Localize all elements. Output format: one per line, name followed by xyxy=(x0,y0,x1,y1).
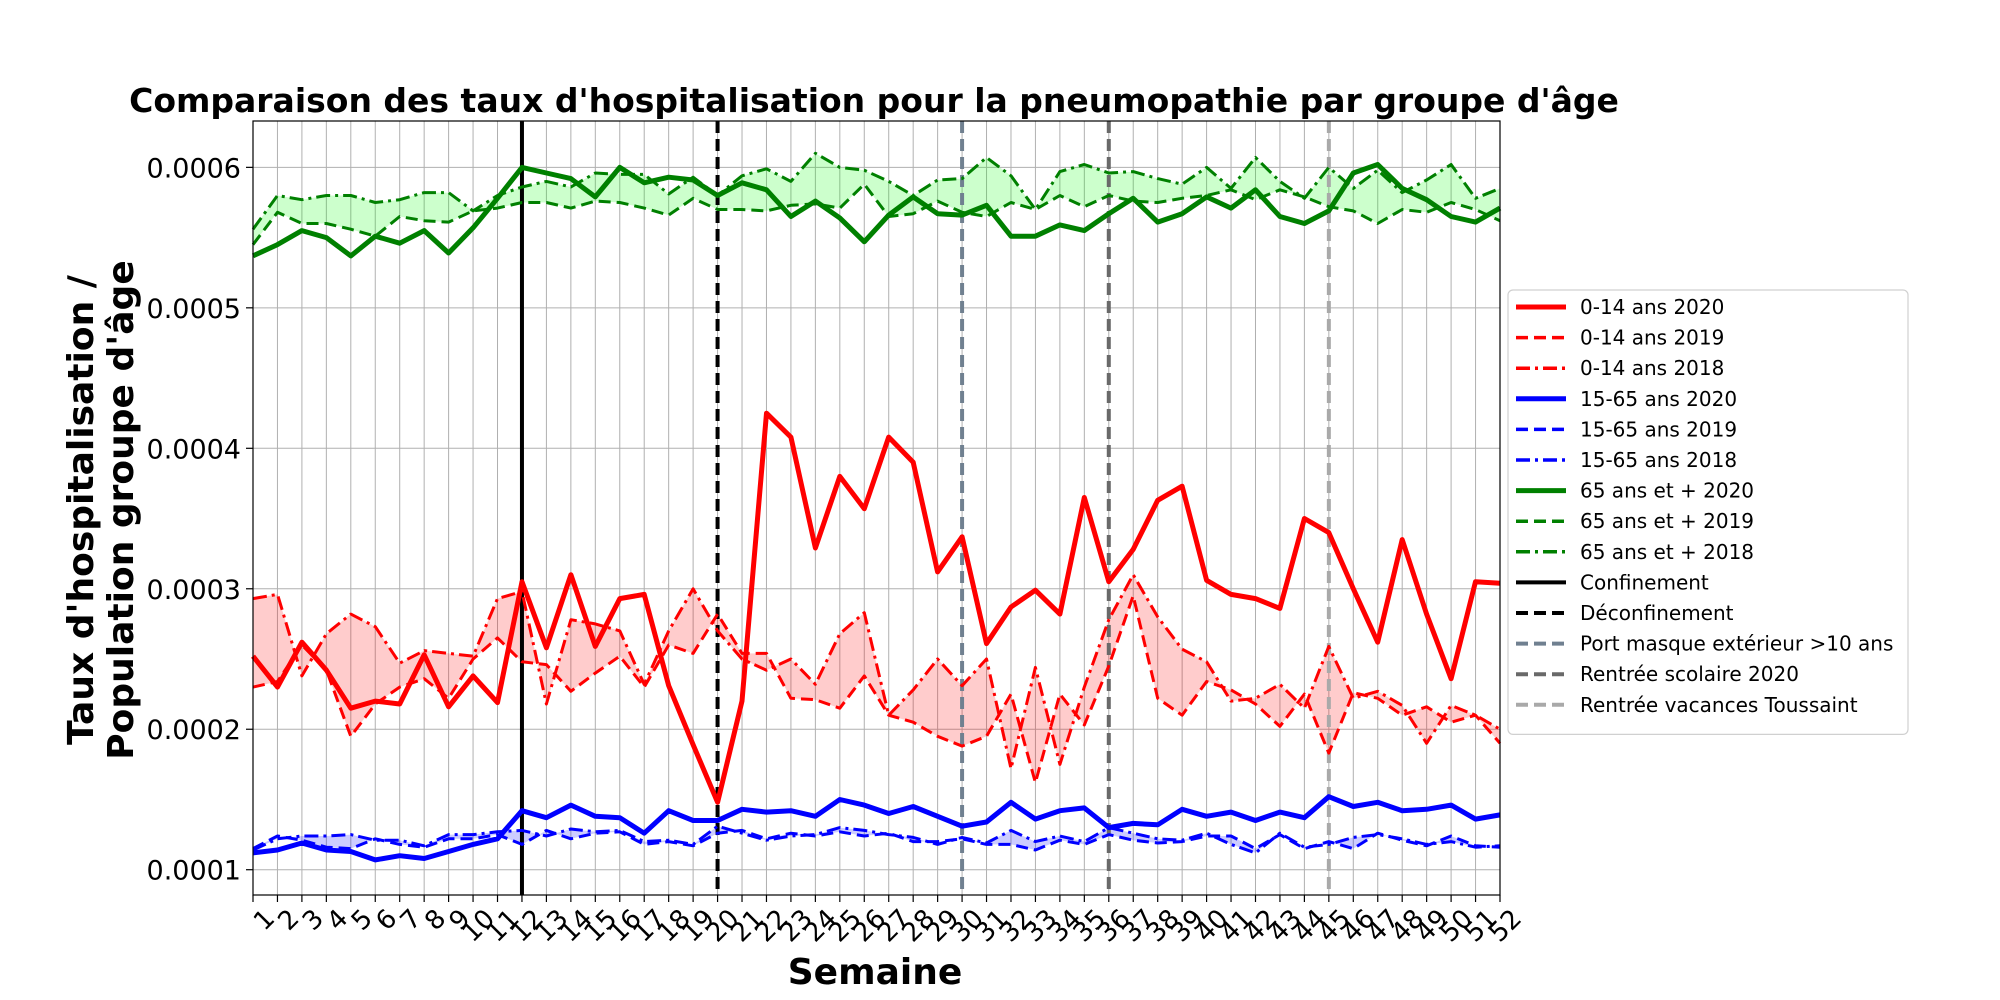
legend-label: 0-14 ans 2018 xyxy=(1580,356,1724,380)
y-axis-label-line1: Taux d'hospitalisation / xyxy=(61,274,102,745)
y-axis-ticks: 0.0001 0.0002 0.0003 0.0004 0.0005 0.0006 xyxy=(147,153,253,887)
x-axis-ticks: 1234567891011121314151617181920212223242… xyxy=(248,895,1528,948)
legend-label: 0-14 ans 2020 xyxy=(1580,295,1724,319)
legend-label: Rentrée scolaire 2020 xyxy=(1580,662,1799,686)
y-tick-label: 0.0006 xyxy=(147,153,241,184)
event-lines xyxy=(519,121,1331,895)
series-line-2 xyxy=(252,573,1501,771)
legend-label: 65 ans et + 2020 xyxy=(1580,479,1754,503)
y-tick-label: 0.0002 xyxy=(147,715,241,746)
fill-band-1 xyxy=(253,826,1500,853)
series-line-7 xyxy=(251,182,1501,246)
fill-band-0 xyxy=(253,574,1500,783)
fill-band-2 xyxy=(253,153,1500,245)
grid xyxy=(252,121,1501,895)
y-tick-label: 0.0005 xyxy=(147,294,241,325)
y-tick-label: 0.0003 xyxy=(147,575,241,606)
legend-label: 0-14 ans 2019 xyxy=(1580,326,1724,350)
y-tick-label: 0.0004 xyxy=(147,434,241,465)
legend-label: Déconfinement xyxy=(1580,601,1734,625)
legend-label: 15-65 ans 2019 xyxy=(1580,417,1737,441)
x-axis-label: Semaine xyxy=(788,952,963,993)
series-line-3 xyxy=(252,794,1501,863)
series-lines xyxy=(251,151,1502,863)
legend-label: Port masque extérieur >10 ans xyxy=(1580,632,1893,656)
legend-label: 15-65 ans 2020 xyxy=(1580,387,1737,411)
series-line-8 xyxy=(251,151,1501,231)
series-line-6 xyxy=(251,162,1502,259)
series-line-0 xyxy=(251,410,1501,805)
chart-title: Comparaison des taux d'hospitalisation p… xyxy=(129,81,1619,120)
legend-label: 65 ans et + 2018 xyxy=(1580,540,1754,564)
x-tick-label: 52 xyxy=(1483,904,1528,949)
plot-frame xyxy=(252,120,1501,896)
y-tick-label: 0.0001 xyxy=(147,856,241,887)
legend-label: Confinement xyxy=(1580,570,1709,594)
legend-box xyxy=(1507,289,1909,735)
legend: 0-14 ans 2020 0-14 ans 2019 0-14 ans 2018 1… xyxy=(1507,289,1909,735)
series-line-5 xyxy=(252,824,1501,855)
legend-label: 15-65 ans 2018 xyxy=(1580,448,1737,472)
series-line-1 xyxy=(252,594,1502,785)
fill-bands xyxy=(253,153,1500,853)
legend-label: 65 ans et + 2019 xyxy=(1580,509,1754,533)
legend-label: Rentrée vacances Toussaint xyxy=(1580,693,1858,717)
y-axis-label-line2: Population groupe d'âge xyxy=(101,260,142,759)
